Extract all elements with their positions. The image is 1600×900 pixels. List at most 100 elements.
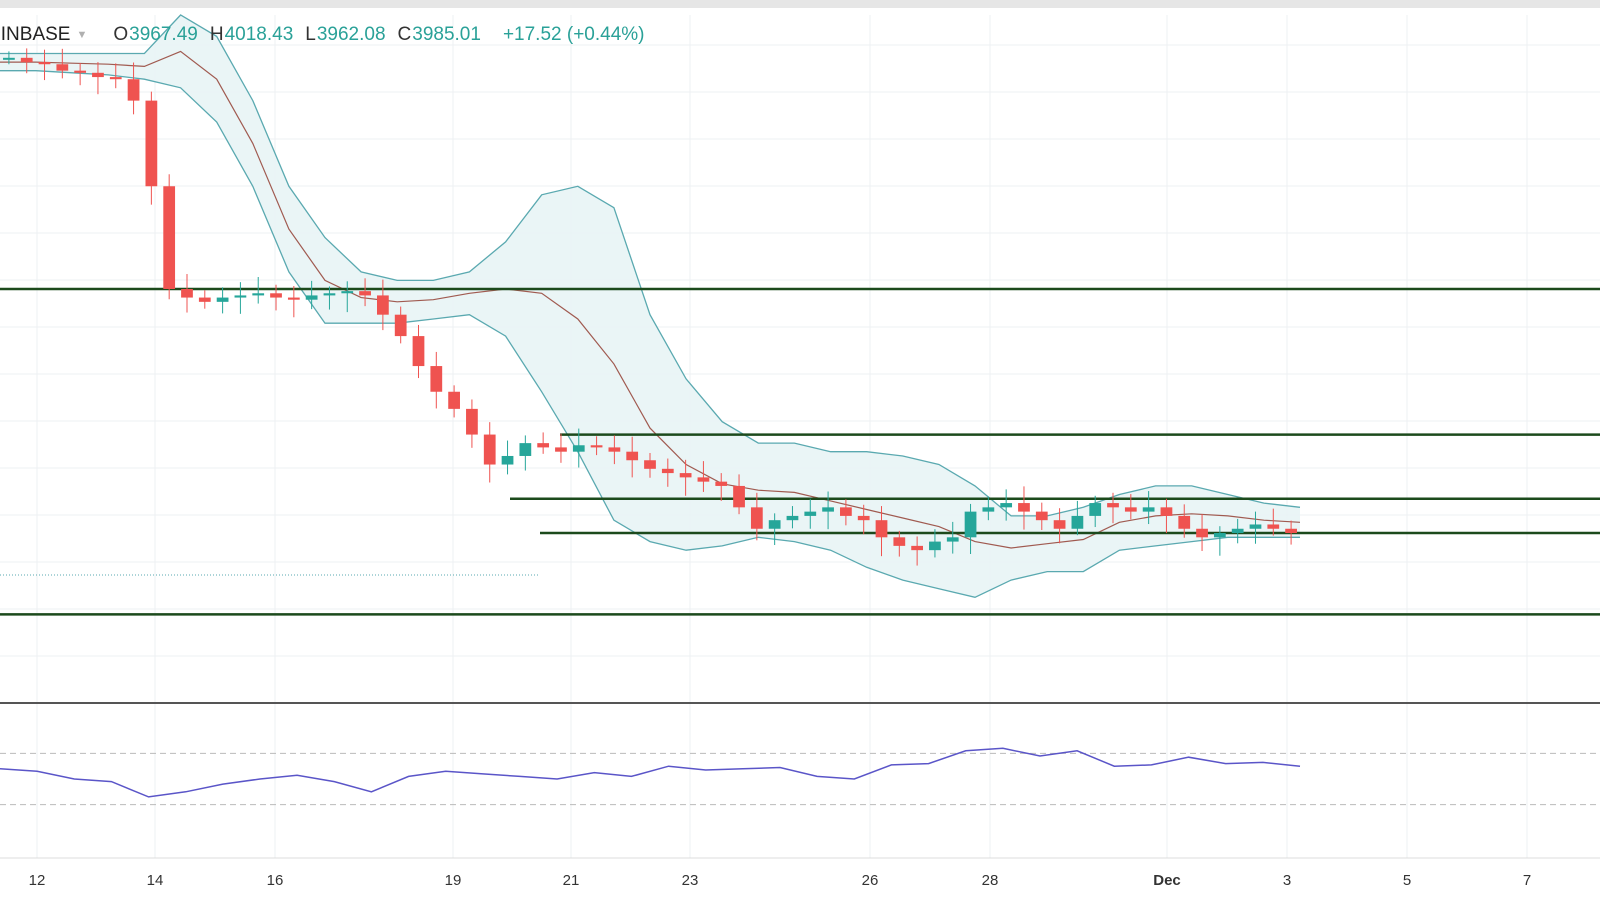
symbol-label[interactable]: OINBASE [0,24,71,45]
candle-body [216,297,229,302]
candle-body [430,366,443,392]
candle [430,351,443,409]
candle-body [145,100,158,187]
x-tick-label: 21 [563,872,580,889]
upper-band [0,14,1301,517]
candle-body [1285,528,1297,534]
candle-body [109,77,122,80]
candle-body [252,293,265,296]
candle [679,459,692,496]
rsi-line [0,747,1301,798]
x-tick-label: 26 [862,872,879,889]
candle [697,461,710,492]
candle [501,440,514,475]
candle [377,279,389,331]
low-label: L [305,24,316,45]
candle-body [857,515,870,521]
candle [483,422,496,483]
candle [893,530,906,557]
candle-body [287,297,300,300]
close-value: 3985.01 [412,24,481,45]
candle-body [715,481,728,486]
close-label: C [397,24,412,45]
rsi-panel [0,747,1600,806]
candle-body [572,445,585,452]
x-tick-label: 28 [982,872,999,889]
candle-body [822,507,834,512]
candle [1231,518,1244,544]
candle-body [127,79,140,101]
candle-body [1071,515,1084,529]
candle-body [1196,528,1208,538]
candle [1249,511,1262,544]
candle [964,503,977,555]
candle-body [20,57,33,63]
candle-body [74,70,87,73]
candle [661,458,674,487]
middle-band [0,50,1301,549]
candle-body [412,336,425,367]
candle-body [644,460,656,469]
candle-body [946,537,959,542]
candle-body [537,443,550,448]
candle-body [305,295,318,300]
candles [3,48,1297,566]
candle [394,306,407,344]
candle [448,385,460,418]
candle-body [1000,503,1013,508]
candle-body [626,451,639,461]
candle-body [964,511,977,538]
x-tick-label: Dec [1153,872,1181,889]
candle-body [750,507,763,529]
candle [109,63,122,89]
candle-body [1089,503,1102,516]
candle-body [181,289,193,298]
candle-body [3,57,15,60]
chevron-down-icon[interactable]: ▼ [76,29,88,41]
candle-body [1160,507,1173,516]
candle [74,62,87,86]
low-value: 3962.08 [316,24,386,45]
candle [929,529,941,558]
bollinger-bands [0,14,1301,598]
candle [911,536,923,566]
candle-body [982,507,995,512]
candle [715,473,728,501]
candle [1267,508,1280,536]
candle [1213,526,1226,556]
candle [3,51,15,65]
candle-body [679,473,692,478]
x-tick-label: 5 [1403,872,1411,889]
candle [216,287,229,314]
candle [20,48,33,74]
candle-body [733,485,745,508]
candle-body [1124,507,1137,512]
x-tick-label: 16 [267,872,284,889]
candle-body [466,408,478,435]
high-value: 4018.43 [224,24,294,45]
candle [1089,495,1102,528]
candle-body [1231,528,1244,534]
x-tick-label: 14 [147,872,164,889]
candle [786,506,799,529]
candle [181,274,193,313]
candle [341,281,354,313]
candle-body [92,72,104,78]
candle-body [929,541,941,551]
candle [1018,486,1030,530]
candle [252,277,265,304]
candle [1107,492,1119,524]
candle [537,432,550,454]
candle [1160,498,1173,534]
candle-body [911,545,923,551]
candle [163,174,176,300]
x-tick-label: 3 [1283,872,1291,889]
candle-body [661,468,674,474]
candle [857,504,870,535]
candle [946,521,959,554]
candle [1053,508,1066,544]
candle-body [377,295,389,315]
candle [982,496,995,521]
candle-body [697,477,710,482]
